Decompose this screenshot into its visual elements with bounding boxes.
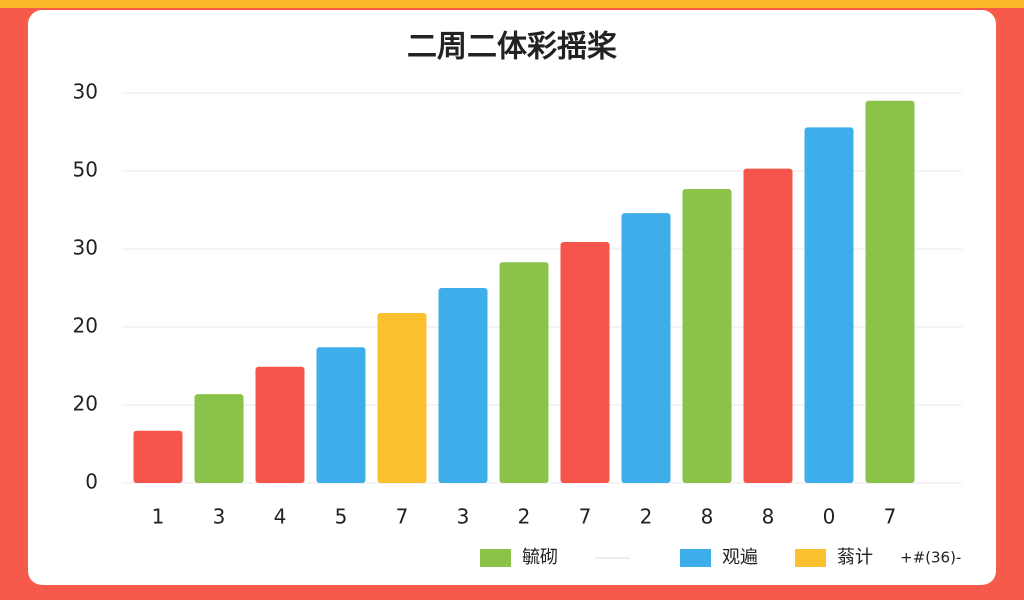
y-tick-label: 0: [85, 470, 98, 494]
chart-title: 二周二体彩揺桨: [407, 30, 617, 65]
bar: [438, 288, 488, 483]
x-tick-label: 2: [640, 505, 653, 529]
legend-label: 毓砌: [522, 547, 558, 568]
bar: [804, 127, 854, 483]
legend-swatch: [480, 549, 511, 567]
x-tick-label: 3: [457, 505, 470, 529]
legend-swatch: [680, 549, 711, 567]
x-tick-label: 7: [579, 505, 592, 529]
y-tick-label: 20: [73, 314, 98, 338]
bar: [316, 347, 366, 483]
x-tick-label: 8: [762, 505, 775, 529]
x-tick-label: 7: [396, 505, 409, 529]
bar: [743, 168, 793, 483]
legend-swatch: [795, 549, 826, 567]
annotation: +#(36)-: [900, 549, 961, 567]
bar: [682, 188, 732, 483]
bar: [255, 366, 305, 483]
bar: [560, 241, 610, 483]
bar: [194, 394, 244, 483]
top-stripe: [0, 0, 1024, 8]
y-tick-label: 30: [73, 236, 98, 260]
bar: [621, 213, 671, 483]
bar: [499, 262, 549, 483]
y-tick-label: 50: [73, 158, 98, 182]
bar: [865, 100, 915, 484]
x-tick-label: 8: [701, 505, 714, 529]
bar: [377, 312, 427, 483]
y-tick-label: 30: [73, 80, 98, 104]
legend-label: 观遍: [722, 547, 758, 568]
x-tick-label: 0: [823, 505, 836, 529]
x-tick-label: 7: [884, 505, 897, 529]
y-tick-label: 20: [73, 392, 98, 416]
legend-label: 蓊计: [837, 547, 873, 568]
x-tick-label: 1: [152, 505, 165, 529]
x-tick-label: 3: [213, 505, 226, 529]
x-tick-label: 4: [274, 505, 287, 529]
bar: [133, 430, 183, 483]
x-tick-label: 2: [518, 505, 531, 529]
x-tick-label: 5: [335, 505, 348, 529]
